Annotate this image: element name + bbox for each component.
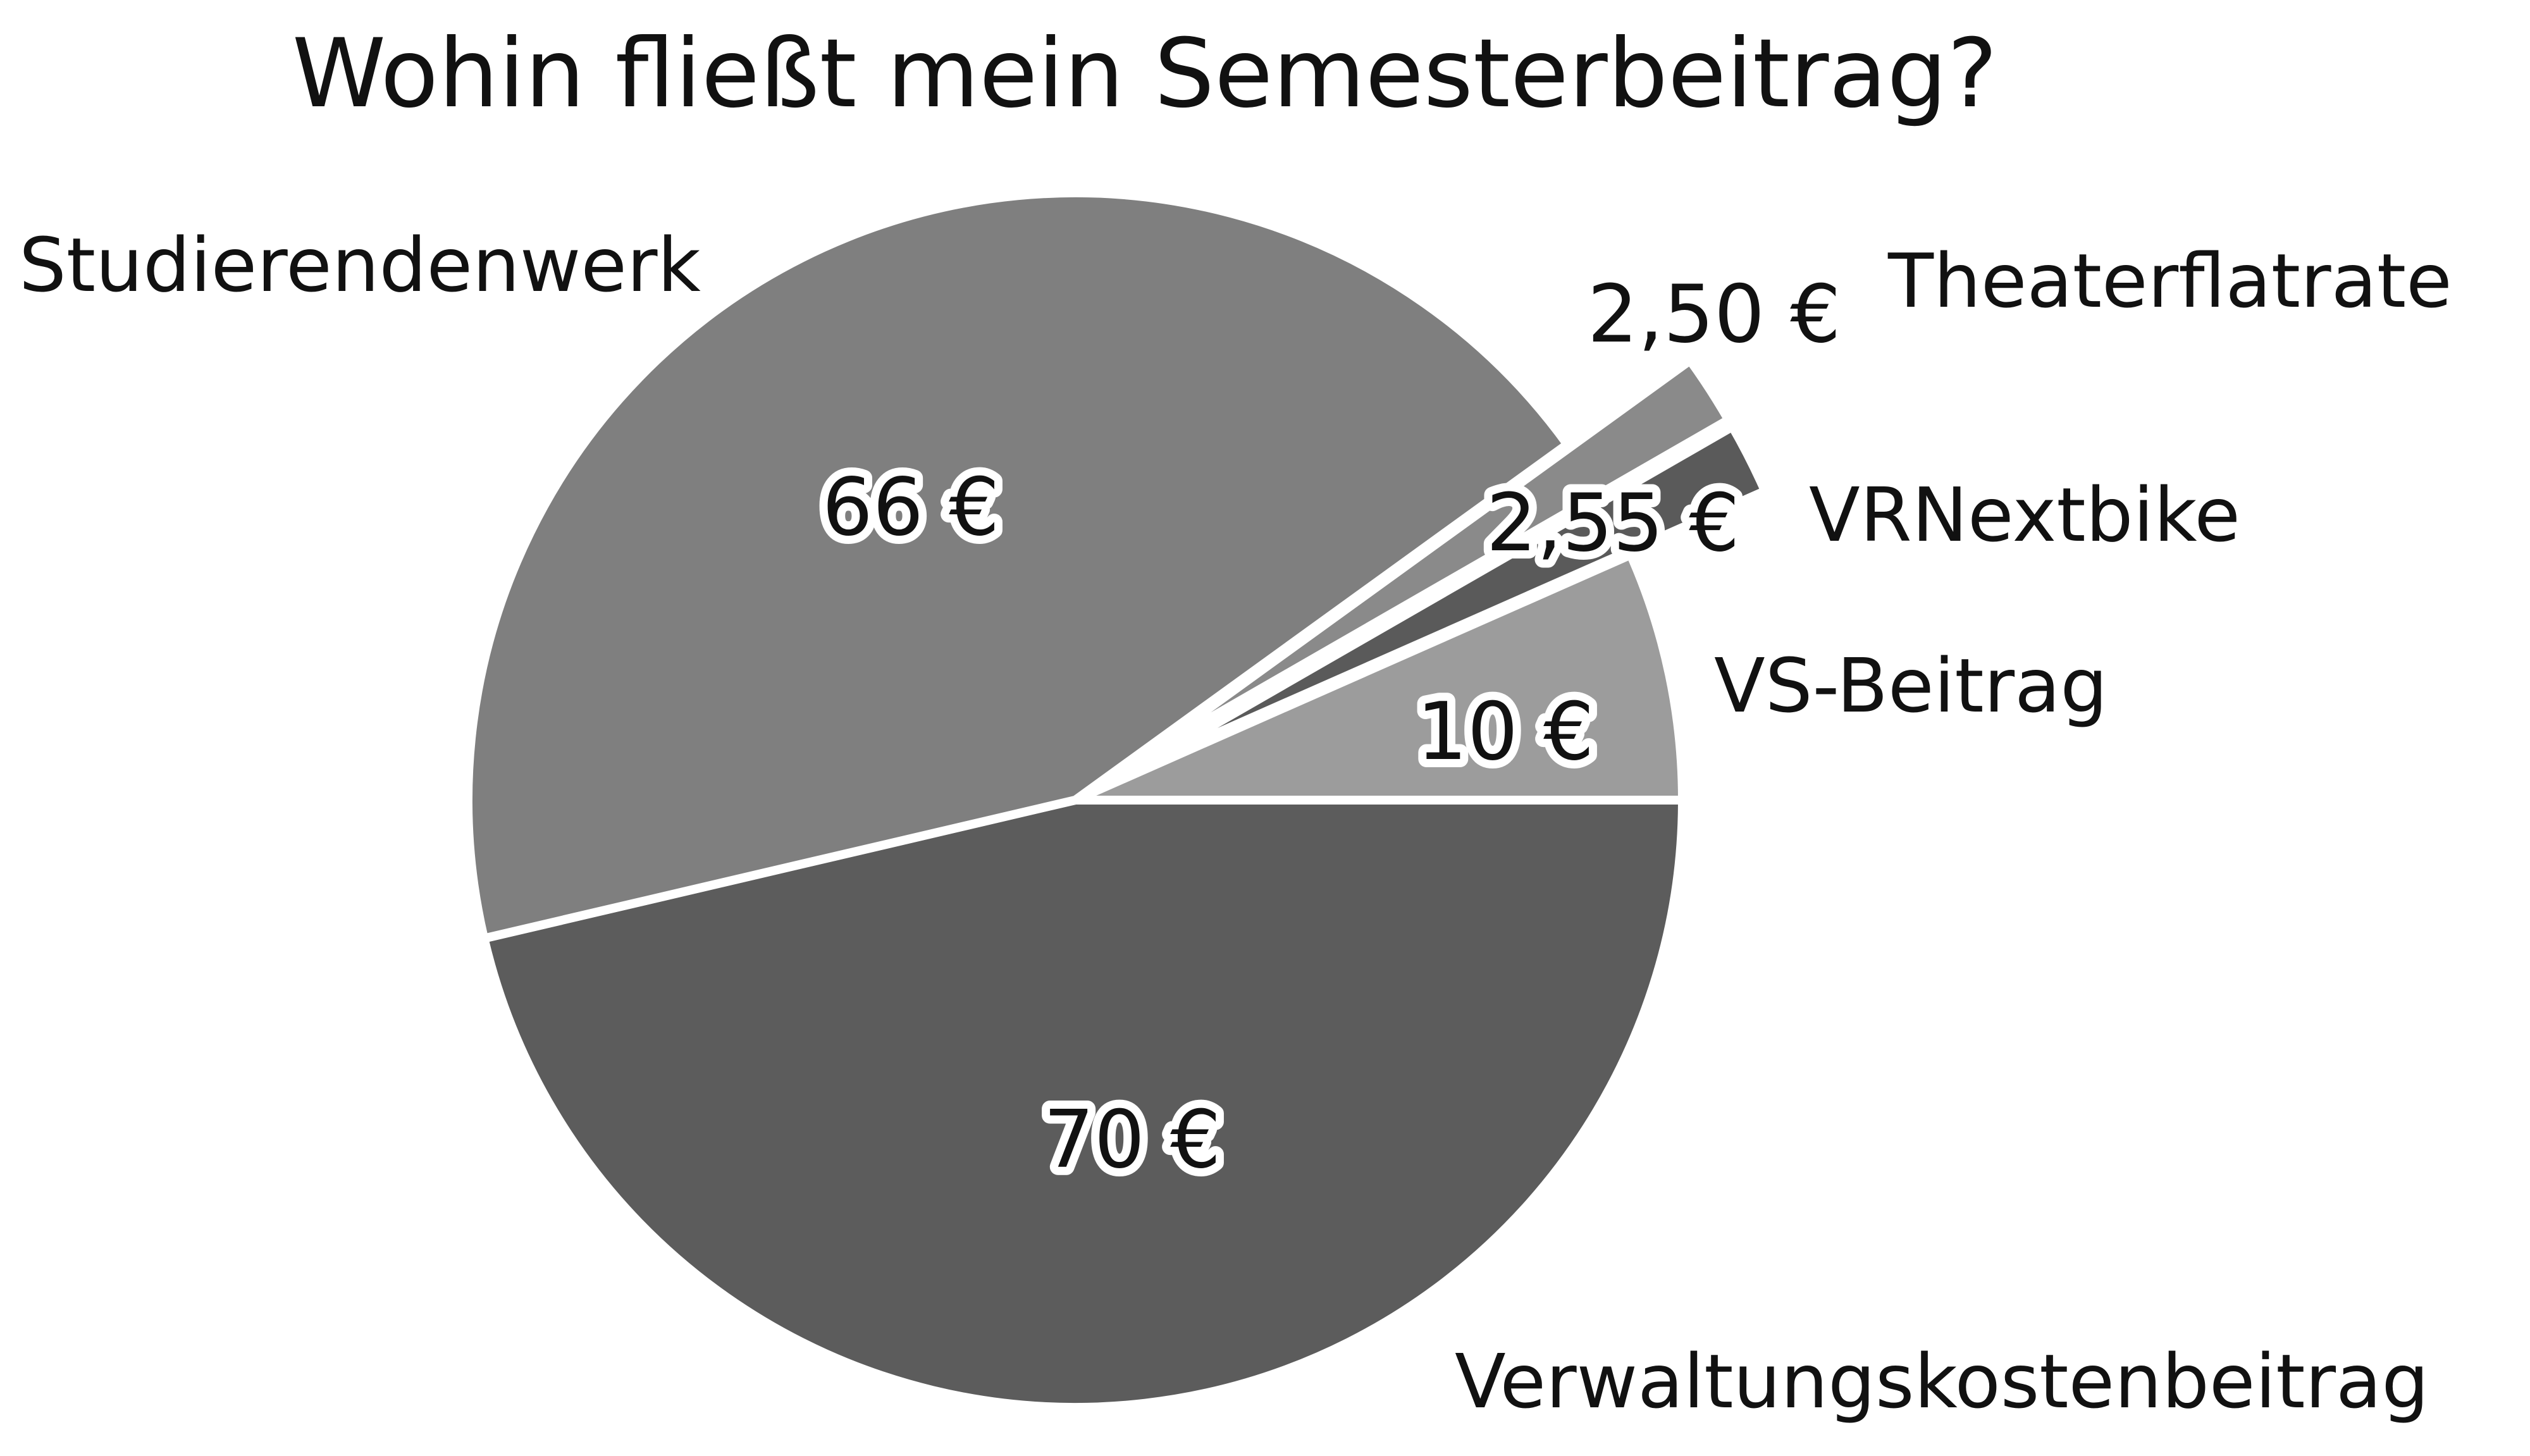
value-label-studierendenwerk: 66 € xyxy=(822,460,1000,553)
pie-slice-theaterflatrate xyxy=(1134,355,1733,763)
pie-category-labels: Verwaltungskostenbeitrag Studierendenwerk… xyxy=(19,221,2452,1425)
value-label-verwaltungskostenbeitrag: 70 € xyxy=(1044,1093,1221,1186)
pie-slice-vs-beitrag xyxy=(1071,550,1687,805)
pie-value-labels: 70 € 66 € 2,50 € 2,55 € 10 € xyxy=(814,259,1849,1194)
chart-title: Wohin fließt mein Semesterbeitrag? xyxy=(292,19,1997,129)
category-label-verwaltungskostenbeitrag: Verwaltungskostenbeitrag xyxy=(1455,1338,2429,1425)
pie-slice-studierendenwerk xyxy=(464,188,1572,943)
pie-slices xyxy=(464,188,1770,1412)
category-label-studierendenwerk: Studierendenwerk xyxy=(19,221,701,309)
value-label-vrnextbike: 2,55 € xyxy=(1486,476,1740,569)
pie-slice-vrnextbike xyxy=(1138,422,1770,770)
pie-slice-verwaltungskostenbeitrag xyxy=(479,796,1687,1412)
value-label-vs-beitrag: 10 € xyxy=(1417,685,1595,778)
category-label-vrnextbike: VRNextbike xyxy=(1809,471,2240,558)
category-label-theaterflatrate: Theaterflatrate xyxy=(1887,237,2452,324)
category-label-vs-beitrag: VS-Beitrag xyxy=(1714,642,2107,729)
value-label-theaterflatrate: 2,50 € xyxy=(1588,268,1841,361)
